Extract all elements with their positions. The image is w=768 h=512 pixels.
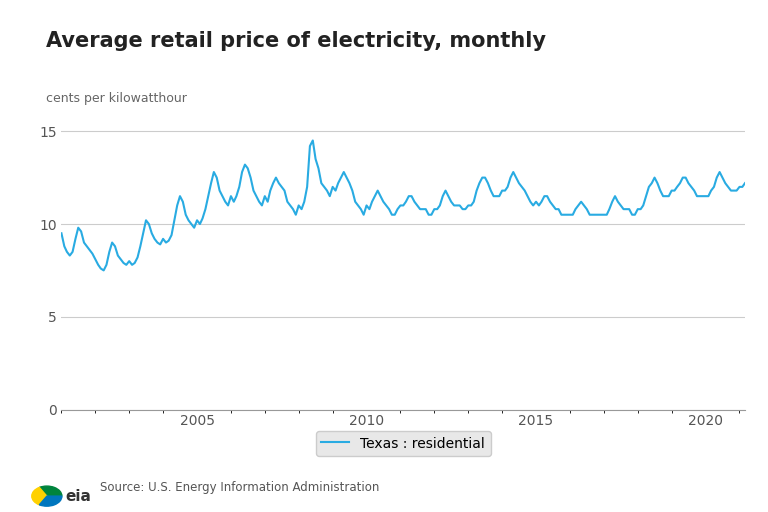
Wedge shape (39, 496, 62, 506)
Wedge shape (39, 486, 62, 496)
Text: cents per kilowatthour: cents per kilowatthour (46, 92, 187, 105)
Wedge shape (31, 487, 47, 505)
Line: Texas : residential: Texas : residential (61, 140, 745, 270)
Legend: Texas : residential: Texas : residential (316, 431, 491, 456)
Text: Source: U.S. Energy Information Administration: Source: U.S. Energy Information Administ… (100, 481, 379, 494)
Text: Average retail price of electricity, monthly: Average retail price of electricity, mon… (46, 31, 546, 51)
Text: eia: eia (66, 488, 91, 504)
